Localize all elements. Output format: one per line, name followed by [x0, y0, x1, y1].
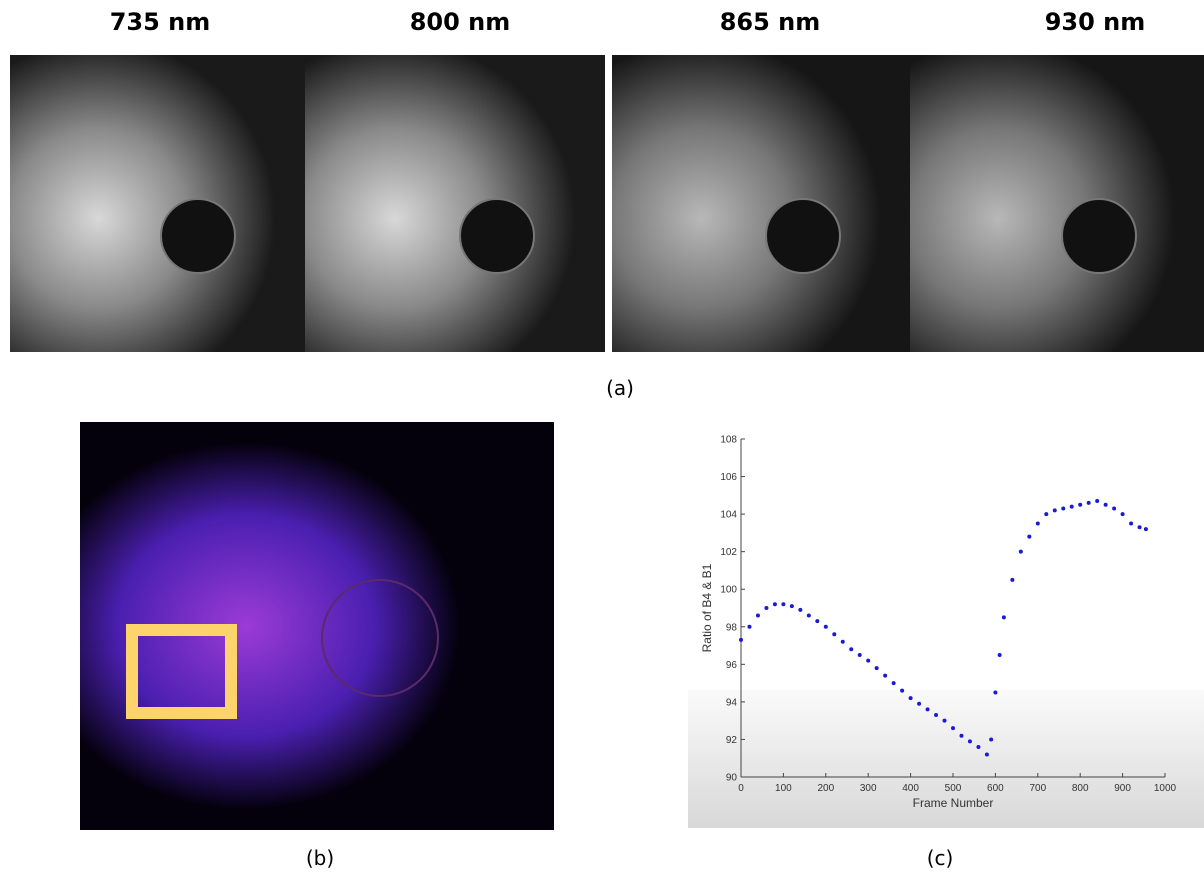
point [1001, 615, 1006, 620]
point [823, 624, 828, 629]
x-tick-label: 100 [775, 783, 792, 794]
point [967, 739, 972, 744]
point [1137, 525, 1142, 530]
y-tick-label: 106 [720, 472, 737, 483]
x-tick-label: 300 [860, 783, 877, 794]
point [1129, 521, 1134, 526]
band-label: 865 nm [720, 8, 821, 36]
panel-c: (c) 90 92 94 96 98 100 102 104 106 108 0 100 200 300 4… [688, 420, 1204, 870]
point [772, 602, 777, 607]
y-tick-label: 94 [726, 697, 738, 708]
point [1044, 512, 1049, 517]
point [925, 707, 930, 712]
point [1010, 577, 1015, 582]
x-tick-label: 600 [987, 783, 1004, 794]
point [840, 639, 845, 644]
point [866, 658, 871, 663]
panel-a: 735 nm 800 nm 865 nm 930 nm (a) [10, 8, 1204, 400]
point [857, 652, 862, 657]
point [1061, 506, 1066, 511]
x-tick-label: 700 [1029, 783, 1046, 794]
point [883, 673, 888, 678]
y-tick-label: 98 [726, 622, 738, 633]
band-label: 800 nm [410, 8, 511, 36]
point [1095, 498, 1100, 503]
photo [10, 55, 305, 352]
point [798, 607, 803, 612]
point [993, 690, 998, 695]
point [1120, 512, 1125, 517]
band-label: 735 nm [110, 8, 211, 36]
point [1112, 506, 1117, 511]
panel-b: (b) [80, 422, 554, 870]
point [997, 652, 1002, 657]
point [815, 619, 820, 624]
x-tick-label: 900 [1114, 783, 1131, 794]
x-tick-label: 200 [817, 783, 834, 794]
point [1078, 502, 1083, 507]
photo [612, 55, 910, 352]
point [1086, 500, 1091, 505]
point [832, 632, 837, 637]
y-tick-label: 92 [726, 735, 738, 746]
point [1027, 534, 1032, 539]
y-tick-label: 100 [720, 585, 737, 596]
point [1103, 502, 1108, 507]
y-tick-label: 104 [720, 510, 737, 521]
point [934, 713, 939, 718]
point [1035, 521, 1040, 526]
point [989, 737, 994, 742]
point [1052, 508, 1057, 513]
band-label: 930 nm [1045, 8, 1146, 36]
point [781, 602, 786, 607]
y-tick-label: 108 [720, 435, 737, 446]
y-tick-label: 102 [720, 547, 737, 558]
point [849, 647, 854, 652]
point [764, 606, 769, 610]
x-tick-label: 800 [1072, 783, 1089, 794]
x-tick-label: 1000 [1154, 783, 1177, 794]
point [1069, 504, 1074, 509]
point [874, 666, 879, 671]
photo [910, 55, 1204, 352]
x-tick-label: 500 [945, 783, 962, 794]
point [984, 752, 989, 757]
point [747, 624, 752, 629]
point [755, 613, 760, 618]
point [891, 681, 896, 686]
point [1018, 549, 1023, 554]
photo [305, 55, 605, 352]
caption: (a) [606, 376, 634, 400]
y-tick-label: 90 [726, 773, 738, 784]
point [908, 696, 913, 701]
y-axis-label: Ratio of B4 & B1 [700, 563, 714, 652]
caption: (c) [927, 846, 954, 870]
point [942, 718, 947, 723]
caption: (b) [306, 846, 334, 870]
point [900, 688, 905, 693]
point [806, 613, 811, 618]
point [1143, 527, 1148, 532]
point [739, 637, 743, 642]
x-tick-label: 0 [738, 783, 744, 794]
y-tick-label: 96 [726, 660, 738, 671]
chart-shade [688, 690, 1204, 828]
x-axis-label: Frame Number [913, 796, 994, 810]
x-tick-label: 400 [902, 783, 919, 794]
gauges [160, 198, 1137, 274]
point [951, 726, 955, 731]
gauge-outline [321, 579, 439, 697]
point [917, 701, 922, 706]
roi-box [126, 624, 237, 719]
point [789, 604, 794, 609]
point [976, 744, 981, 749]
point [959, 733, 964, 738]
